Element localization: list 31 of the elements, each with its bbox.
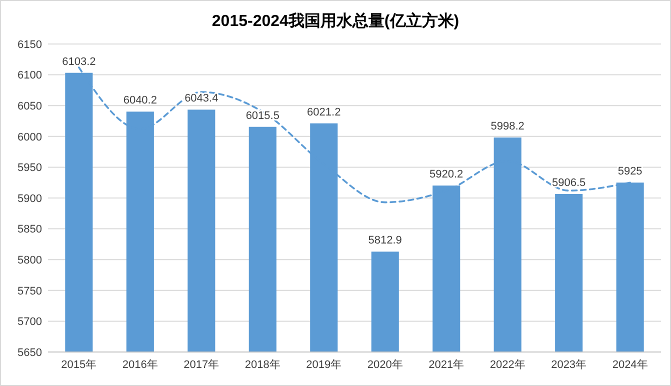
data-label: 6021.2 [307,106,341,118]
y-tick-label: 5850 [18,224,42,236]
x-tick-label: 2016年 [122,359,158,371]
x-tick-label: 2015年 [61,359,97,371]
y-tick-label: 5750 [18,285,42,298]
data-label: 5925 [618,166,642,178]
y-tick-label: 5650 [18,346,42,359]
y-tick-label: 6000 [18,131,42,144]
data-label: 6043.4 [184,92,218,105]
data-label: 6103.2 [62,56,96,68]
x-tick-label: 2024年 [612,359,648,371]
y-tick-label: 6150 [18,38,42,51]
x-tick-label: 2019年 [306,359,342,371]
y-tick-label: 5900 [18,192,42,205]
data-label: 5906.5 [552,176,586,189]
y-tick-label: 5950 [18,162,42,174]
x-tick-label: 2020年 [367,359,403,371]
data-label: 6040.2 [123,94,157,107]
x-tick-label: 2023年 [551,359,587,371]
x-tick-label: 2018年 [244,359,280,371]
x-tick-label: 2021年 [428,359,464,371]
y-tick-label: 5700 [18,316,42,328]
chart-title: 2015-2024我国用水总量(亿立方米) [212,11,460,30]
x-tick-label: 2022年 [490,359,526,371]
data-label: 5812.9 [368,234,402,247]
data-label: 5920.2 [430,168,464,181]
y-tick-label: 6100 [18,70,42,82]
y-tick-label: 5800 [18,254,42,266]
x-tick-label: 2017年 [184,359,220,371]
data-label: 5998.2 [490,120,524,133]
y-tick-label: 6050 [18,100,42,112]
